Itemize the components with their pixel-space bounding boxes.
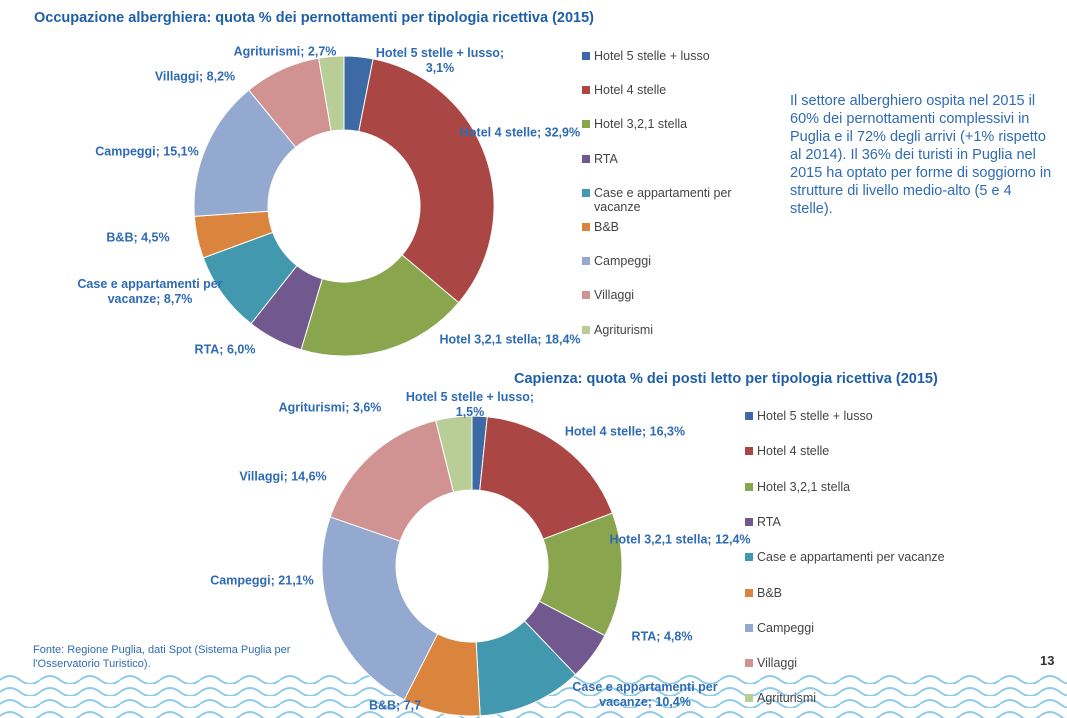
legend-label: Hotel 3,2,1 stella: [594, 117, 688, 132]
legend-label: Villaggi: [594, 288, 635, 303]
source-note: Fonte: Regione Puglia, dati Spot (Sistem…: [33, 644, 291, 670]
page-number: 13: [1040, 653, 1055, 668]
legend-swatch: [582, 120, 590, 129]
legend-label: B&B: [594, 220, 620, 234]
legend-swatch: [582, 325, 590, 334]
data-label: Hotel 5 stelle + lusso; 1,5%: [405, 390, 535, 419]
data-label: Villaggi; 14,6%: [239, 469, 327, 484]
legend-label: Case e appartamenti per vacanze: [594, 185, 732, 214]
legend-item: Hotel 3,2,1 stella: [745, 480, 1025, 494]
legend-label: RTA: [757, 514, 781, 529]
legend-item: Hotel 4 stelle: [582, 83, 762, 97]
legend-item: Hotel 4 stelle: [745, 444, 1025, 458]
legend-item: Agriturismi: [582, 323, 762, 337]
data-label: RTA; 6,0%: [194, 342, 256, 357]
legend-swatch: [582, 291, 590, 300]
donut-slice: [435, 415, 473, 493]
legend-item: RTA: [582, 152, 762, 166]
data-label: Hotel 3,2,1 stella; 12,4%: [609, 532, 751, 547]
legend-item: Villaggi: [745, 656, 1025, 670]
legend-item: Villaggi: [582, 288, 762, 302]
data-label: Agriturismi; 3,6%: [278, 400, 382, 415]
chart-title: Occupazione alberghiera: quota % dei per…: [34, 10, 594, 26]
legend-swatch: [582, 52, 590, 60]
donut-slice: [321, 516, 439, 701]
legend-label: Agriturismi: [594, 322, 654, 337]
legend-label: Villaggi: [757, 656, 798, 671]
legend-label: Hotel 4 stelle: [757, 444, 830, 459]
legend-swatch: [582, 223, 590, 231]
legend-swatch: [745, 412, 753, 420]
legend-swatch: [745, 482, 753, 491]
data-label: B&B; 7,7: [368, 698, 422, 713]
legend-item: Hotel 5 stelle + lusso: [745, 409, 1025, 423]
legend-swatch: [582, 257, 590, 266]
data-label: Case e appartamenti per vacanze; 10,4%: [572, 680, 718, 709]
legend-item: Campeggi: [745, 621, 1025, 635]
data-label: Villaggi; 8,2%: [154, 69, 236, 84]
data-label: Hotel 5 stelle + lusso; 3,1%: [375, 46, 505, 75]
legend-label: Campeggi: [757, 620, 814, 635]
data-label: Campeggi; 15,1%: [95, 144, 199, 159]
legend-label: RTA: [594, 151, 618, 166]
legend-item: Agriturismi: [745, 691, 1025, 705]
legend-label: Agriturismi: [757, 691, 817, 706]
legend-label: Hotel 4 stelle: [594, 83, 667, 98]
legend-item: RTA: [745, 515, 1025, 529]
legend-item: Campeggi: [582, 254, 762, 268]
legend-label: Hotel 3,2,1 stella: [757, 479, 851, 494]
legend-item: Case e appartamenti per vacanze: [582, 186, 762, 214]
legend-swatch: [745, 623, 753, 632]
chart-title: Capienza: quota % dei posti letto per ti…: [514, 371, 938, 387]
legend-label: Hotel 5 stelle + lusso: [757, 409, 873, 423]
data-label: Hotel 4 stelle; 16,3%: [564, 424, 686, 439]
legend-label: B&B: [757, 585, 783, 600]
legend-swatch: [745, 553, 753, 562]
legend-item: B&B: [582, 220, 762, 234]
donut-slice: [358, 58, 495, 304]
data-label: Agriturismi; 2,7%: [233, 44, 337, 59]
legend-item: Hotel 5 stelle + lusso: [582, 49, 762, 63]
legend-label: Hotel 5 stelle + lusso: [594, 49, 710, 63]
legend-swatch: [745, 517, 753, 526]
data-label: Campeggi; 21,1%: [210, 573, 314, 588]
legend-swatch: [582, 154, 590, 163]
legend-swatch: [745, 659, 753, 668]
data-label: RTA; 4,8%: [631, 629, 693, 644]
donut-slice: [479, 416, 614, 540]
donut-slice: [317, 55, 345, 132]
legend-swatch: [745, 588, 753, 597]
legend-label: Campeggi: [594, 254, 651, 269]
paragraph: Il settore alberghiero ospita nel 2015 i…: [790, 93, 1052, 217]
legend-label: Case e appartamenti per vacanze: [757, 550, 945, 565]
legend-item: Hotel 3,2,1 stella: [582, 117, 762, 131]
legend-item: B&B: [745, 586, 1025, 600]
data-label: Hotel 3,2,1 stella; 18,4%: [439, 332, 581, 347]
data-label: Hotel 4 stelle; 32,9%: [459, 125, 581, 140]
data-label: Case e appartamenti per vacanze; 8,7%: [77, 277, 223, 306]
legend-swatch: [582, 188, 590, 197]
legend-swatch: [745, 447, 753, 456]
legend-item: Case e appartamenti per vacanze: [745, 550, 1025, 564]
donut-slice: [300, 254, 460, 357]
data-label: B&B; 4,5%: [106, 230, 170, 245]
legend-swatch: [745, 694, 753, 703]
legend-swatch: [582, 86, 590, 95]
